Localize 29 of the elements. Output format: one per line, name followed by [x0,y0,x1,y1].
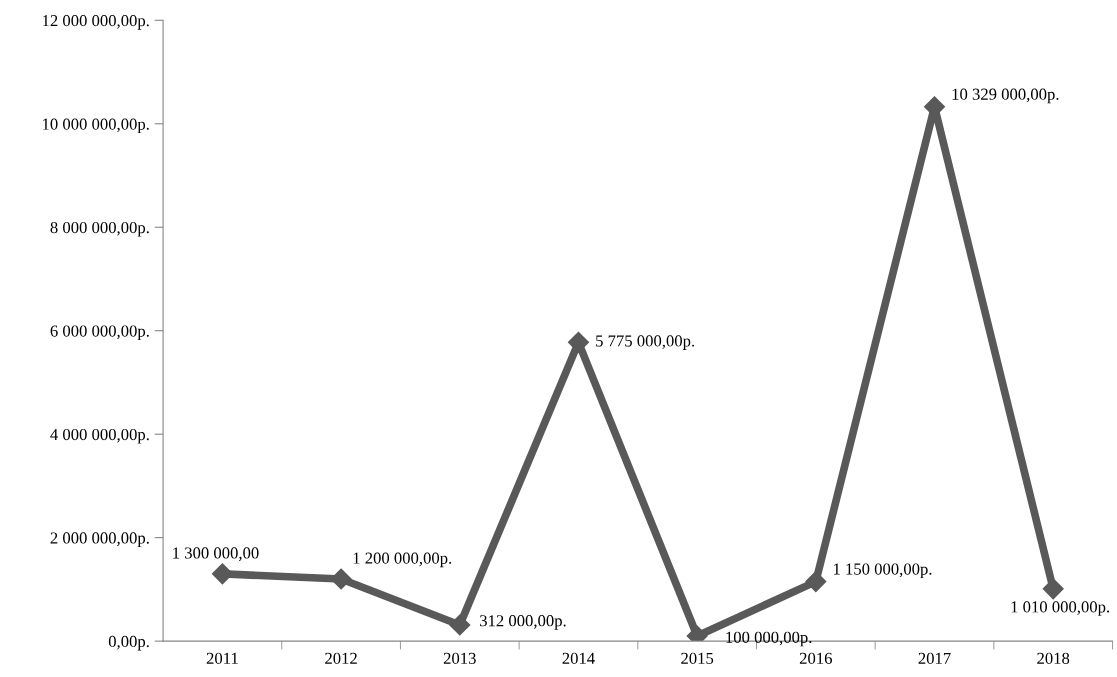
x-tick-label: 2013 [443,652,476,664]
point [330,568,352,590]
y-tick-label: 4 000 000,00р. [50,428,149,444]
point [449,614,471,636]
x-tick-label: 2014 [562,652,595,664]
y-tick-label: 6 000 000,00р. [50,325,149,341]
data-label: 1 200 000,00р. [353,552,452,568]
point [567,331,589,353]
y-tick-label: 0,00р. [108,635,149,651]
data-label: 1 150 000,00р. [833,563,932,579]
point [805,571,827,593]
y-tick-label: 2 000 000,00р. [50,532,149,547]
point [1042,578,1064,600]
y-tick-label: 10 000 000,00р. [43,118,149,134]
x-tick-label: 2016 [799,652,832,664]
data-label: 10 329 000,00р. [952,88,1059,104]
x-tick-label: 2018 [1037,652,1070,664]
data-label: 1 010 000,00р. [1011,601,1110,616]
x-tick-label: 2017 [918,652,951,664]
data-label: 1 300 000,00 [173,547,259,561]
y-tick-label: 8 000 000,00р. [50,221,149,237]
point [211,563,233,585]
y-tick-label: 12 000 000,00р. [43,15,149,30]
x-tick-label: 2012 [325,652,357,664]
data-label: 100 000,00р. [726,631,812,647]
data-label: 312 000,00р. [480,615,566,630]
data-label: 5 775 000,00р. [596,335,695,350]
x-tick-label: 2011 [206,652,238,664]
x-tick-label: 2015 [681,652,714,664]
